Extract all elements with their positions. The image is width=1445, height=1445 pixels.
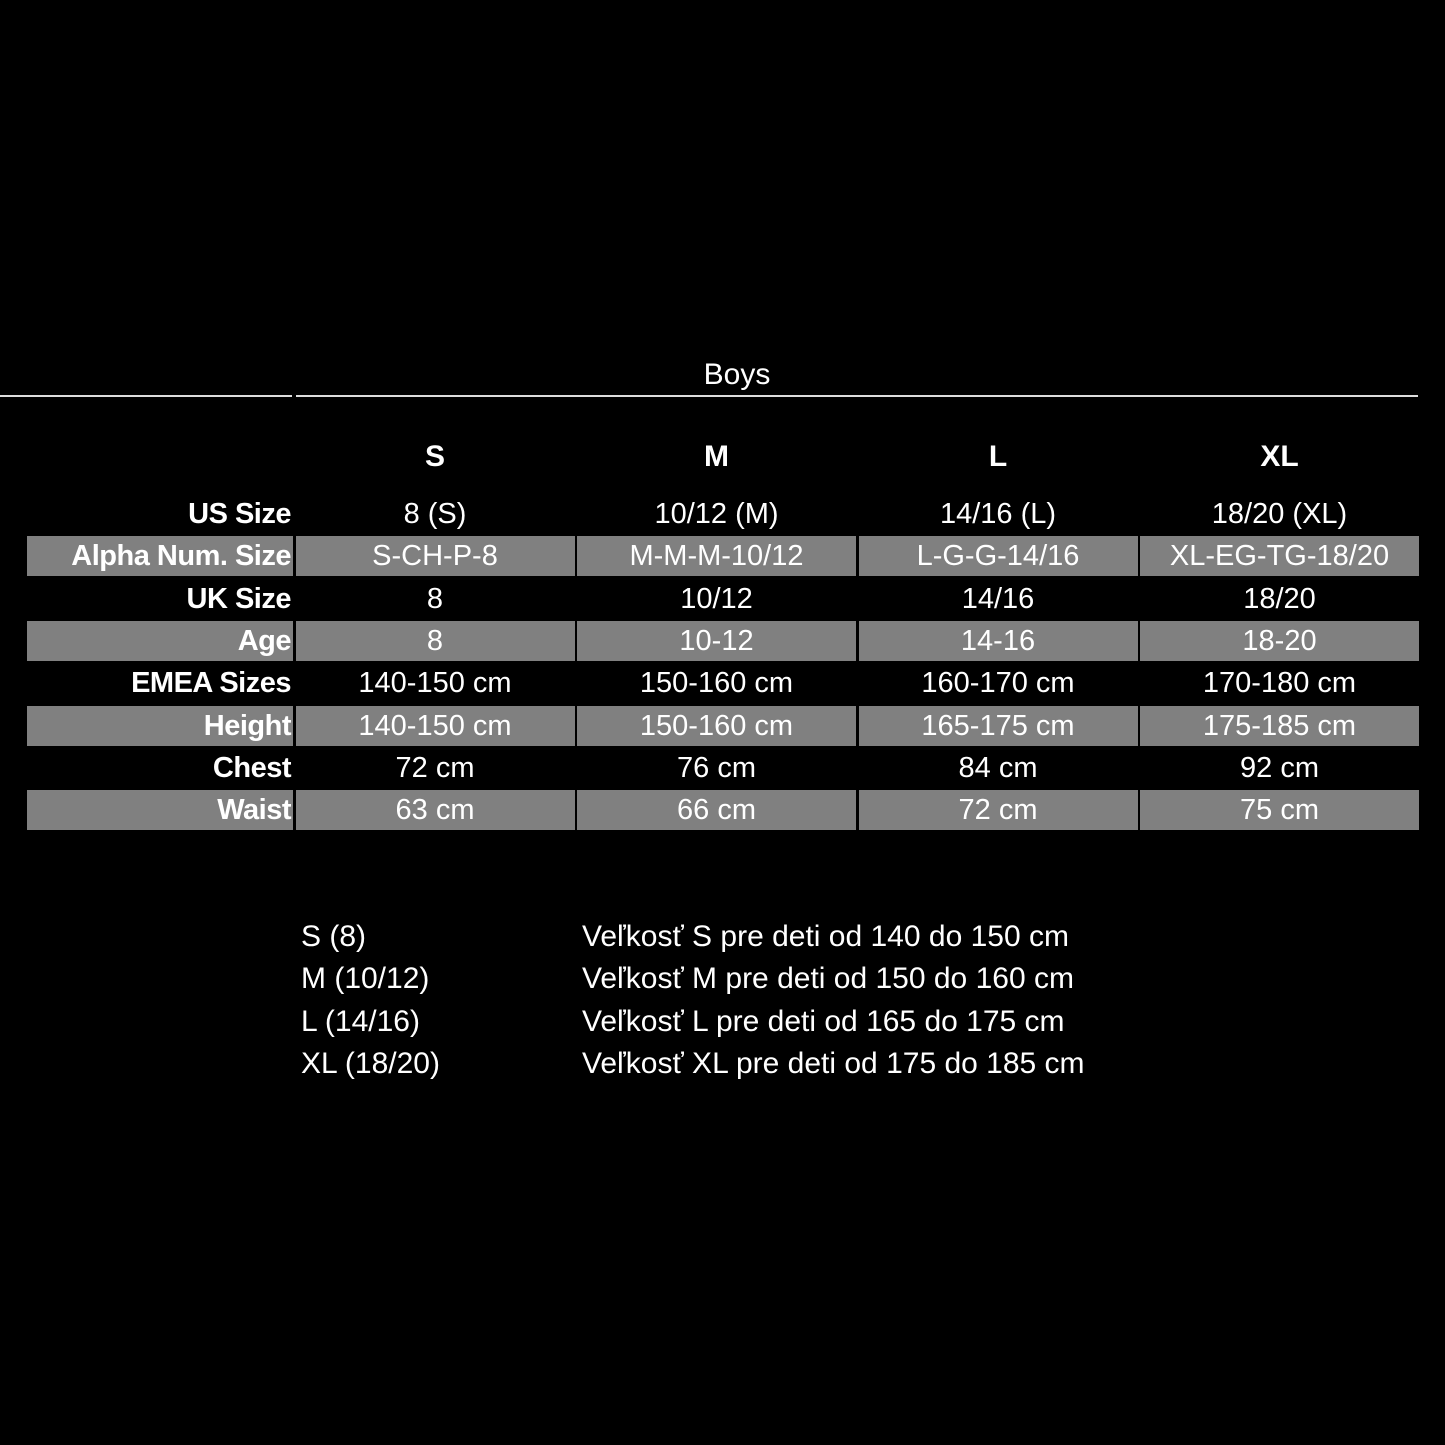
table-cell: 92 cm: [1240, 751, 1319, 784]
note-item: L (14/16) Veľkosť L pre deti od 165 do 17…: [301, 1001, 1085, 1043]
table-cell: 18/20: [1243, 582, 1316, 615]
table-cell: M-M-M-10/12: [577, 536, 856, 577]
table-cell: 170-180 cm: [1202, 667, 1357, 700]
row-label: Chest: [212, 751, 292, 784]
table-row: Height 140-150 cm 150-160 cm 165-175 cm 175-…: [27, 704, 1419, 746]
table-cell: 10/12 (M): [654, 498, 779, 531]
table-row: EMEA Sizes 140-150 cm 150-160 cm 160-170 cm…: [27, 662, 1419, 704]
note-size: M (10/12): [301, 962, 430, 996]
table-cell: 8 (S): [403, 498, 467, 531]
column-header: S: [424, 439, 445, 473]
table-row: UK Size 8 10/12 14/16 18/20: [27, 578, 1419, 620]
divider-left: [0, 395, 292, 397]
column-header: XL: [1260, 439, 1299, 473]
table-cell: 160-170 cm: [921, 667, 1075, 700]
table-cell: S-CH-P-8: [295, 536, 575, 577]
table-cell: 63 cm: [295, 790, 575, 831]
table-row: Waist 63 cm 66 cm 72 cm 75 cm: [27, 789, 1419, 831]
note-item: M (10/12) Veľkosť M pre deti od 150 do 16…: [301, 958, 1085, 1000]
divider-right: [296, 395, 1418, 397]
table-cell: 140-150 cm: [358, 667, 512, 700]
table-cell: XL-EG-TG-18/20: [1140, 536, 1419, 577]
column-header: L: [988, 439, 1008, 473]
size-table: S M L XL US Size 8 (S) 10/12 (M) 14/16 (L) 1…: [27, 420, 1419, 831]
table-row: Chest 72 cm 76 cm 84 cm 92 cm: [27, 747, 1419, 789]
table-cell: 140-150 cm: [295, 705, 575, 746]
table-cell: 150-160 cm: [639, 667, 794, 700]
table-cell: 150-160 cm: [577, 705, 856, 746]
table-cell: 18/20 (XL): [1211, 498, 1348, 531]
note-item: XL (18/20) Veľkosť XL pre deti od 175 do …: [301, 1043, 1085, 1085]
table-cell: 72 cm: [395, 751, 475, 784]
table-cell: L-G-G-14/16: [858, 536, 1138, 577]
table-cell: 14/16 (L): [939, 498, 1057, 531]
table-cell: 76 cm: [677, 751, 756, 784]
note-size: L (14/16): [301, 1004, 420, 1038]
note-text: Veľkosť L pre deti od 165 do 175 cm: [582, 1004, 1065, 1038]
row-label: US Size: [188, 498, 291, 531]
table-row: US Size 8 (S) 10/12 (M) 14/16 (L) 18/20 (XL): [27, 493, 1419, 535]
note-text: Veľkosť S pre deti od 140 do 150 cm: [582, 920, 1069, 954]
table-cell: 8: [426, 582, 444, 615]
row-label: Age: [27, 621, 293, 662]
row-label: EMEA Sizes: [131, 667, 291, 700]
table-cell: 10/12: [680, 582, 753, 615]
row-label: UK Size: [186, 582, 292, 615]
column-header: M: [704, 439, 729, 473]
table-cell: 10-12: [577, 621, 856, 662]
table-cell: 72 cm: [858, 790, 1138, 831]
table-cell: 84 cm: [958, 751, 1038, 784]
table-cell: 14-16: [858, 621, 1138, 662]
row-label: Height: [27, 705, 293, 746]
row-label: Alpha Num. Size: [27, 536, 293, 577]
table-cell: 66 cm: [577, 790, 856, 831]
table-row: Alpha Num. Size S-CH-P-8 M-M-M-10/12 L-G-G-…: [27, 535, 1419, 577]
note-size: XL (18/20): [301, 1047, 440, 1081]
table-cell: 8: [295, 621, 575, 662]
chart-title: Boys: [703, 358, 771, 391]
header-empty: [27, 437, 293, 477]
table-cell: 14/16: [961, 582, 1035, 615]
table-cell: 175-185 cm: [1140, 705, 1419, 746]
table-row: Age 8 10-12 14-16 18-20: [27, 620, 1419, 662]
note-size: S (8): [301, 920, 367, 954]
row-label: Waist: [27, 790, 293, 831]
size-notes: S (8) Veľkosť S pre deti od 140 do 150 cm…: [301, 916, 1085, 1085]
note-item: S (8) Veľkosť S pre deti od 140 do 150 cm: [301, 916, 1085, 958]
table-header-row: S M L XL: [27, 420, 1419, 493]
table-cell: 18-20: [1140, 621, 1419, 662]
table-cell: 75 cm: [1140, 790, 1419, 831]
note-text: Veľkosť XL pre deti od 175 do 185 cm: [582, 1047, 1085, 1081]
table-cell: 165-175 cm: [858, 705, 1138, 746]
note-text: Veľkosť M pre deti od 150 do 160 cm: [582, 962, 1074, 996]
